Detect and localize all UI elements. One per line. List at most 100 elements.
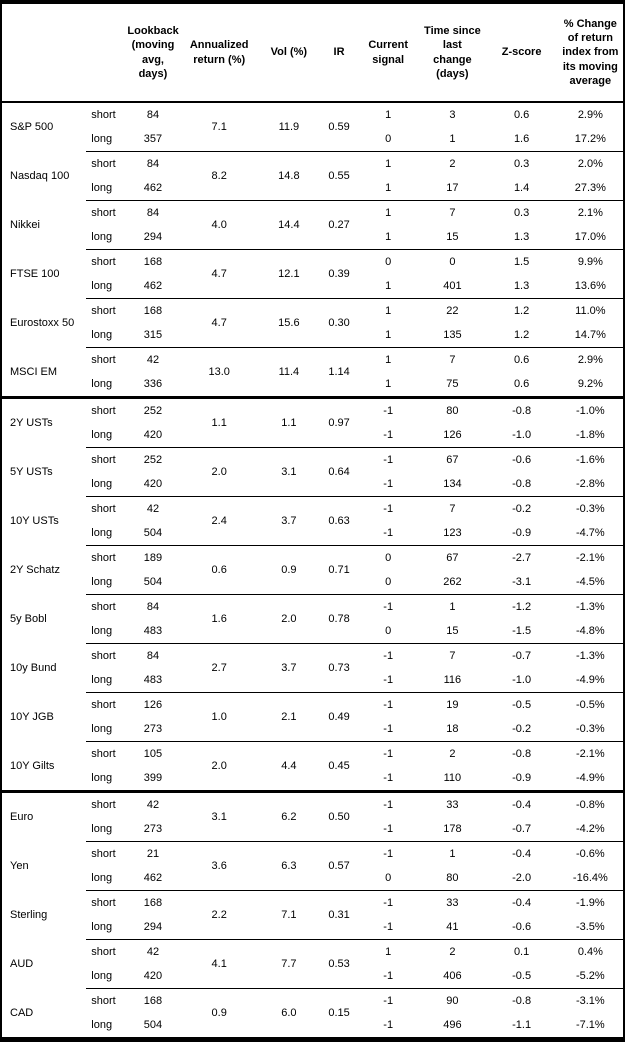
cell-pct-change: -1.3% [575,649,605,662]
header-current-signal: Current signal [357,2,420,103]
cell-lookback: 84 [146,600,160,613]
cell-zscore: 1.2 [485,323,558,348]
cell-time-since: 1 [449,847,456,860]
cell-lookback: 273 [124,717,182,742]
instrument-group: Nikkei short 84 4.0 14.4 0.27 1 7 0.3 2.1% long 294… [1,200,624,250]
cell-vol: 3.1 [256,447,321,497]
cell-side: short [91,353,116,366]
cell-current-signal: -1 [357,472,420,497]
cell-side: long [86,817,125,842]
table-row: long 357 0 1 1.6 17.2% [1,127,624,152]
cell-instrument: 2Y USTs [10,417,53,430]
cell-pct-change: 0.4% [577,945,603,958]
cell-pct-change: -0.6% [575,847,605,860]
cell-time-since: 135 [419,323,486,348]
cell-pct-change: 13.6% [557,274,624,299]
table-row: 5Y USTs short 252 2.0 3.1 0.64 -1 67 -0.6 -1.6% [1,447,624,497]
cell-vol: 14.4 [256,200,321,250]
cell-pct-change: -3.1% [575,994,605,1007]
cell-annualized-return: 0.9 [181,988,257,1040]
cell-instrument: Eurostoxx 50 [10,316,75,329]
cell-pct-change: -1.0% [575,404,605,417]
cell-zscore: -1.0 [485,423,558,448]
cell-pct-change: -0.8% [575,798,605,811]
cell-instrument: 10y Bund [10,661,57,674]
cell-vol: 2.0 [256,594,321,644]
cell-pct-change: 9.9% [577,255,603,268]
cell-current-signal: 0 [385,255,392,268]
table-row: long 462 0 80 -2.0 -16.4% [1,866,624,891]
cell-ir: 0.57 [320,841,358,891]
cell-side: short [91,551,116,564]
cell-current-signal: -1 [383,502,394,515]
instrument-group: 5y Bobl short 84 1.6 2.0 0.78 -1 1 -1.2 -1.3% long… [1,594,624,644]
cell-zscore: 1.3 [485,274,558,299]
cell-zscore: 1.3 [485,225,558,250]
cell-time-since: 116 [419,668,486,693]
instrument-group: Nasdaq 100 short 84 8.2 14.8 0.55 1 2 0.3 2.0% lon… [1,151,624,201]
table-row: 2Y Schatz short 189 0.6 0.9 0.71 0 67 -2.7 -2.1% [1,545,624,595]
cell-time-since: 17 [419,176,486,201]
cell-lookback: 84 [146,206,160,219]
cell-zscore: 1.5 [513,255,530,268]
cell-annualized-return: 2.0 [181,447,257,497]
table-row: FTSE 100 short 168 4.7 12.1 0.39 0 0 1.5 9.9% [1,249,624,299]
cell-vol: 3.7 [256,643,321,693]
cell-side: long [86,766,125,793]
cell-instrument: AUD [10,957,34,970]
cell-lookback: 42 [146,502,160,515]
cell-time-since: 123 [419,521,486,546]
instrument-group: 10y Bund short 84 2.7 3.7 0.73 -1 7 -0.7 -1.3% lon… [1,643,624,693]
header-side [86,2,125,103]
cell-annualized-return: 3.6 [181,841,257,891]
cell-lookback: 84 [146,108,160,121]
cell-pct-change: 9.2% [557,372,624,399]
cell-lookback: 168 [143,255,163,268]
header-time-since: Time since last change (days) [419,2,486,103]
cell-lookback: 294 [124,915,182,940]
cell-zscore: -0.8 [512,404,532,417]
cell-instrument: Sterling [10,908,48,921]
cell-side: short [91,108,116,121]
cell-annualized-return: 0.6 [181,545,257,595]
cell-zscore: -0.4 [512,798,532,811]
cell-current-signal: -1 [383,600,394,613]
cell-zscore: -0.7 [485,817,558,842]
cell-current-signal: 0 [357,570,420,595]
cell-pct-change: -2.1% [575,551,605,564]
cell-side: short [91,649,116,662]
cell-time-since: 134 [419,472,486,497]
cell-lookback: 168 [143,304,163,317]
table-row: long 420 -1 134 -0.8 -2.8% [1,472,624,497]
cell-lookback: 462 [124,176,182,201]
cell-current-signal: -1 [357,915,420,940]
cell-current-signal: -1 [383,798,394,811]
cell-pct-change: -1.6% [575,453,605,466]
cell-lookback: 294 [124,225,182,250]
cell-ir: 0.97 [320,397,358,448]
cell-zscore: -0.9 [485,521,558,546]
cell-pct-change: -5.2% [557,964,624,989]
cell-ir: 0.31 [320,890,358,940]
cell-zscore: -0.7 [512,649,532,662]
cell-current-signal: 1 [357,323,420,348]
cell-pct-change: -1.3% [575,600,605,613]
table-row: long 315 1 135 1.2 14.7% [1,323,624,348]
cell-current-signal: -1 [357,766,420,793]
cell-annualized-return: 4.0 [181,200,257,250]
cell-time-since: 19 [446,698,459,711]
table-row: long 483 0 15 -1.5 -4.8% [1,619,624,644]
cell-time-since: 15 [419,225,486,250]
cell-current-signal: 1 [385,945,392,958]
cell-pct-change: -2.8% [557,472,624,497]
cell-ir: 0.73 [320,643,358,693]
cell-pct-change: -4.2% [557,817,624,842]
cell-current-signal: -1 [383,994,394,1007]
cell-time-since: 2 [449,747,456,760]
cell-current-signal: -1 [357,717,420,742]
cell-zscore: -2.0 [485,866,558,891]
table-row: long 504 -1 123 -0.9 -4.7% [1,521,624,546]
table-row: MSCI EM short 42 13.0 11.4 1.14 1 7 0.6 2.9% [1,347,624,399]
cell-instrument: Euro [10,811,34,824]
cell-instrument: MSCI EM [1,347,87,399]
